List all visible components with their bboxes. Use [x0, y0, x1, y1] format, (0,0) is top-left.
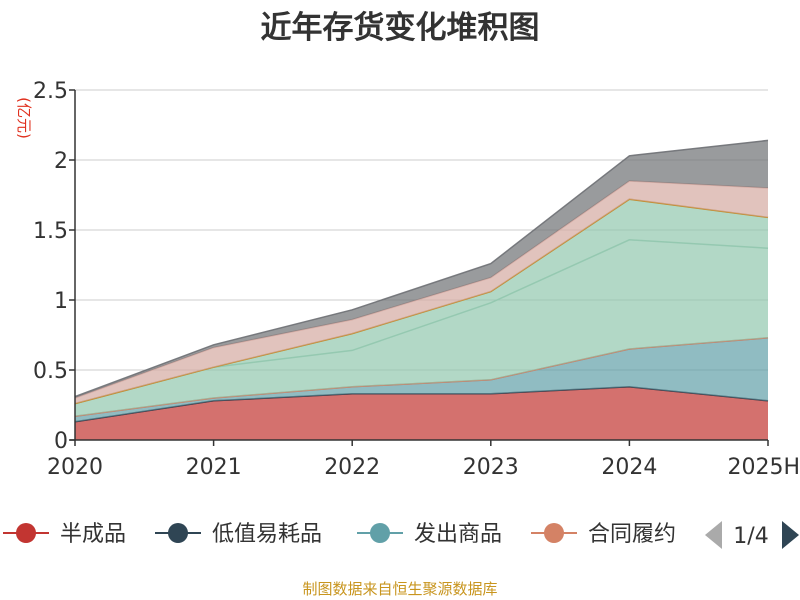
legend-item[interactable]: 合同履约	[531, 522, 676, 547]
area-series-0	[75, 386, 768, 440]
legend-label: 发出商品	[414, 522, 502, 547]
y-tick-label: 0.5	[33, 359, 68, 384]
legend-label: 半成品	[60, 522, 126, 547]
x-tick-label: 2022	[324, 455, 380, 480]
y-tick-label: 0	[54, 429, 68, 454]
area-series-7	[75, 181, 768, 404]
legend-label: 合同履约	[588, 522, 676, 547]
legend-item[interactable]: 发出商品	[357, 522, 502, 547]
area-series-line-8	[74, 139, 769, 398]
axes	[69, 89, 769, 446]
legend-marker-icon	[370, 523, 390, 543]
y-tick-labels: 0 0.5 1 1.5 2 2.5	[33, 79, 68, 454]
y-tick-label: 1.5	[33, 219, 68, 244]
area-series-5	[75, 199, 768, 404]
legend-label: 低值易耗品	[212, 522, 322, 547]
x-tick-labels: 2020 2021 2022 2023 2024 2025H	[47, 455, 800, 480]
y-tick-label: 2	[54, 149, 68, 174]
x-tick-label: 2020	[47, 455, 103, 480]
legend-page-indicator: 1/4	[733, 524, 768, 549]
area-series-8	[75, 140, 768, 398]
legend-item[interactable]: 低值易耗品	[155, 522, 322, 547]
legend-pager: 1/4	[705, 521, 799, 549]
area-series-4	[75, 239, 768, 417]
legend-marker-icon	[168, 523, 188, 543]
x-tick-label: 2025H	[727, 455, 800, 480]
legend-marker-icon	[544, 523, 564, 543]
x-tick-label: 2021	[186, 455, 242, 480]
chart-title: 近年存货变化堆积图	[261, 10, 540, 46]
y-unit-label: (亿元)	[15, 97, 33, 139]
data-source: 制图数据来自恒生聚源数据库	[302, 580, 497, 598]
legend-marker-icon	[16, 523, 36, 543]
legend-prev-page-icon[interactable]	[705, 521, 722, 549]
y-tick-label: 2.5	[33, 79, 68, 104]
legend-item[interactable]: 半成品	[3, 522, 126, 547]
area-series	[74, 139, 769, 440]
legend-next-page-icon[interactable]	[782, 521, 799, 549]
area-series-2	[75, 337, 768, 422]
x-tick-label: 2023	[463, 455, 519, 480]
x-tick-label: 2024	[601, 455, 657, 480]
legend: 半成品 低值易耗品 发出商品 合同履约	[3, 522, 676, 547]
y-tick-label: 1	[54, 289, 68, 314]
